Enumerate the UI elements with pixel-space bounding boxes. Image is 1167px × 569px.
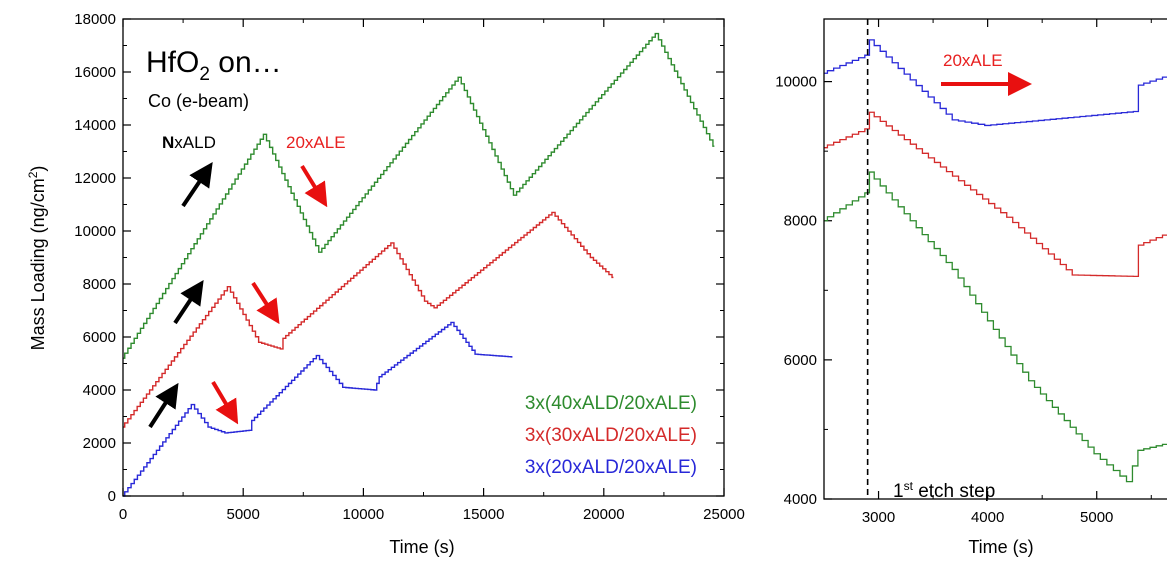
y-tick-label: 16000 (74, 64, 116, 81)
x-tick-label: 10000 (343, 506, 385, 523)
series-line-0 (123, 32, 715, 359)
y-tick-label: 4000 (83, 382, 116, 399)
y-tick-label: 12000 (74, 170, 116, 187)
right-series (824, 39, 1167, 483)
etch-step-label: 1st etch step (893, 479, 995, 502)
ald-arrow-1 (181, 162, 213, 208)
right-plot-frame (823, 18, 1167, 500)
y-tick-label: 10000 (775, 74, 817, 91)
ale-arrow-1 (300, 164, 328, 208)
x-tick-label: 3000 (862, 509, 895, 526)
x-tick-label: 5000 (227, 506, 260, 523)
x-tick-label: 15000 (463, 506, 505, 523)
y-tick-label: 6000 (83, 329, 116, 346)
left-x-axis-title: Time (s) (389, 537, 454, 557)
series-line-1 (123, 211, 614, 428)
ale-label: 20xALE (286, 133, 346, 152)
right-x-axis-title: Time (s) (968, 537, 1033, 557)
x-tick-label: 25000 (703, 506, 745, 523)
ale-arrow-2 (251, 281, 280, 325)
legend-series-40: 3x(40xALD/20xALE) (525, 393, 697, 414)
left-plot-frame (122, 18, 725, 497)
right-chart: 3000 4000 5000 4000 6000 8000 10000 Time (s) 2… (775, 18, 1167, 557)
series-line-2 (824, 171, 1167, 483)
y-tick-label: 8000 (784, 213, 817, 230)
y-tick-label: 10000 (74, 223, 116, 240)
ald-label: NxALD (162, 133, 216, 152)
left-ticks: 0 5000 10000 15000 20000 25000 0 2000 4000 6000 80… (74, 11, 745, 523)
y-tick-label: 8000 (83, 276, 116, 293)
legend-series-30: 3x(30xALD/20xALE) (525, 425, 697, 446)
x-tick-label: 0 (119, 506, 127, 523)
ald-arrow-3 (148, 382, 179, 429)
substrate-label: Co (e-beam) (148, 91, 249, 111)
y-tick-label: 4000 (784, 491, 817, 508)
series-line-1 (824, 111, 1167, 278)
right-ticks: 3000 4000 5000 4000 6000 8000 10000 (775, 19, 1152, 526)
x-tick-label: 5000 (1080, 509, 1113, 526)
series-line-0 (824, 39, 1167, 127)
title-hfo2: HfO2 on… (146, 46, 282, 85)
x-tick-label: 4000 (971, 509, 1004, 526)
left-chart: 0 5000 10000 15000 20000 25000 0 2000 4000 6000 80… (26, 11, 745, 557)
right-ale-label: 20xALE (943, 51, 1003, 70)
series-line-2 (123, 321, 513, 497)
y-tick-label: 6000 (784, 352, 817, 369)
y-tick-label: 0 (108, 488, 116, 505)
y-tick-label: 2000 (83, 435, 116, 452)
left-y-axis-title: Mass Loading (ng/cm2) (26, 166, 48, 351)
legend-series-20: 3x(20xALD/20xALE) (525, 457, 697, 478)
x-tick-label: 20000 (583, 506, 625, 523)
ale-arrow-3 (211, 380, 239, 425)
ald-arrow-2 (173, 280, 204, 325)
y-tick-label: 14000 (74, 117, 116, 134)
y-tick-label: 18000 (74, 11, 116, 28)
left-series (123, 32, 715, 497)
